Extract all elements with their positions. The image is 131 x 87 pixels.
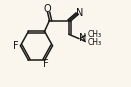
Text: F: F [43, 59, 49, 69]
Text: CH₃: CH₃ [88, 38, 102, 47]
Text: N: N [79, 33, 87, 43]
Text: F: F [13, 41, 19, 51]
Text: CH₃: CH₃ [88, 30, 102, 39]
Text: N: N [76, 8, 84, 18]
Text: O: O [44, 4, 51, 14]
